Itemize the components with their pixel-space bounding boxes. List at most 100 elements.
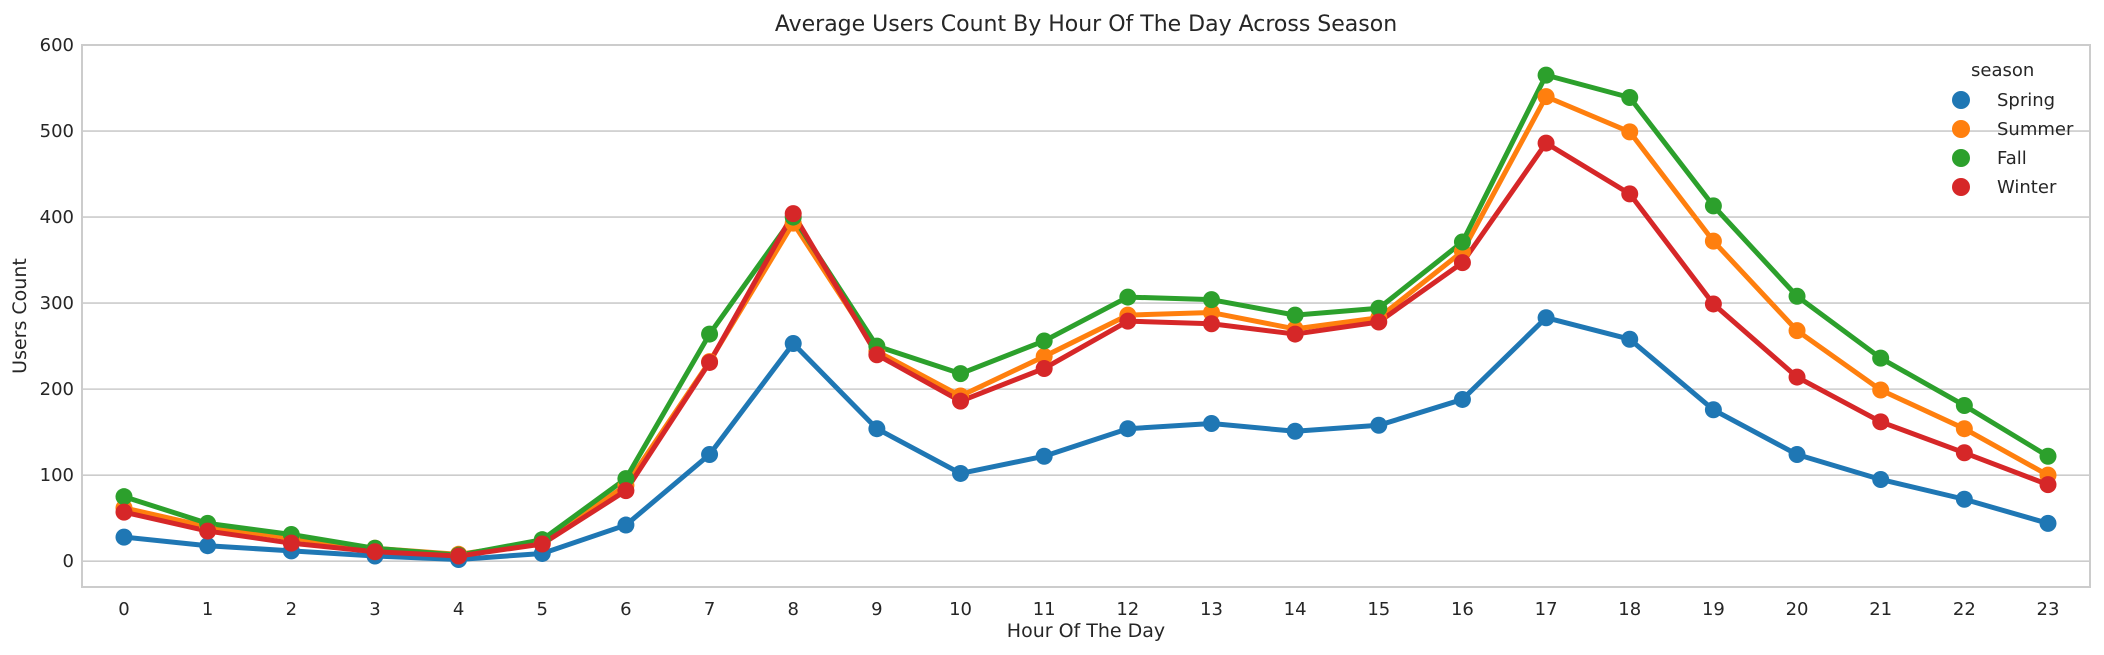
data-point-spring: [1453, 390, 1471, 408]
data-point-spring: [1119, 420, 1137, 438]
data-point-winter: [366, 543, 384, 561]
data-point-fall: [1537, 66, 1555, 84]
x-tick-label: 0: [118, 599, 129, 620]
data-point-fall: [952, 365, 970, 383]
data-point-spring: [1035, 447, 1053, 465]
data-point-winter: [533, 535, 551, 553]
data-point-winter: [115, 503, 133, 521]
x-tick-label: 12: [1116, 599, 1139, 620]
data-point-winter: [1286, 325, 1304, 343]
data-point-fall: [1788, 287, 1806, 305]
legend-label-summer: Summer: [1997, 119, 2074, 140]
data-point-winter: [199, 522, 217, 540]
x-tick-label: 6: [620, 599, 631, 620]
x-tick-label: 10: [949, 599, 972, 620]
data-point-winter: [1453, 254, 1471, 272]
x-tick-label: 2: [286, 599, 297, 620]
data-point-fall: [1370, 299, 1388, 317]
x-tick-label: 22: [1953, 599, 1976, 620]
x-tick-label: 11: [1033, 599, 1056, 620]
y-tick-label: 100: [40, 465, 74, 486]
series-lines: [123, 72, 2050, 562]
data-point-spring: [199, 537, 217, 555]
x-tick-labels: 0 1 2 3 4 5 6 7 8 9 10 11 12 13 14 15 16 17 18 19 20 21 22 23: [118, 599, 2059, 620]
data-point-spring: [115, 528, 133, 546]
x-tick-label: 9: [871, 599, 882, 620]
data-point-spring: [952, 464, 970, 482]
x-tick-label: 1: [202, 599, 213, 620]
x-tick-label: 16: [1451, 599, 1474, 620]
x-tick-label: 20: [1786, 599, 1809, 620]
data-point-winter: [1621, 185, 1639, 203]
data-point-winter: [450, 547, 468, 565]
x-tick-label: 21: [1869, 599, 1892, 620]
data-point-spring: [1286, 422, 1304, 440]
data-point-fall: [1286, 306, 1304, 324]
legend-label-fall: Fall: [1997, 148, 2027, 169]
x-tick-label: 8: [787, 599, 798, 620]
data-point-winter: [282, 534, 300, 552]
data-point-winter: [1788, 368, 1806, 386]
data-point-fall: [1035, 332, 1053, 350]
legend-marker-summer: [1952, 120, 1970, 138]
data-point-fall: [1872, 349, 1890, 367]
y-tick-label: 600: [40, 35, 74, 56]
y-tick-label: 400: [40, 207, 74, 228]
data-point-spring: [1537, 309, 1555, 327]
x-tick-label: 13: [1200, 599, 1223, 620]
data-point-spring: [1872, 470, 1890, 488]
data-point-spring: [868, 420, 886, 438]
x-tick-label: 3: [369, 599, 380, 620]
x-tick-label: 23: [2037, 599, 2060, 620]
data-point-fall: [701, 325, 719, 343]
data-point-winter: [1955, 444, 1973, 462]
legend-marker-winter: [1952, 178, 1970, 196]
legend-label-spring: Spring: [1997, 90, 2055, 111]
legend-marker-spring: [1952, 91, 1970, 109]
series-line-spring: [123, 315, 2049, 562]
data-point-spring: [701, 446, 719, 464]
y-tick-label: 200: [40, 379, 74, 400]
data-point-winter: [1035, 359, 1053, 377]
legend-marker-fall: [1952, 149, 1970, 167]
x-tick-label: 15: [1367, 599, 1390, 620]
data-point-winter: [1202, 315, 1220, 333]
data-point-winter: [1537, 134, 1555, 152]
data-point-summer: [1704, 232, 1722, 250]
data-point-fall: [617, 470, 635, 488]
data-point-summer: [1788, 322, 1806, 340]
data-point-spring: [1370, 416, 1388, 434]
data-point-fall: [2039, 447, 2057, 465]
y-tick-labels: 0 100 200 300 400 500 600: [40, 35, 74, 572]
x-tick-label: 19: [1702, 599, 1725, 620]
legend-title: season: [1971, 60, 2034, 81]
x-tick-label: 17: [1535, 599, 1558, 620]
data-point-summer: [1621, 123, 1639, 141]
data-point-fall: [1704, 197, 1722, 215]
y-tick-label: 500: [40, 121, 74, 142]
data-point-winter: [617, 482, 635, 500]
data-point-winter: [1370, 313, 1388, 331]
data-point-spring: [1955, 490, 1973, 508]
data-point-winter: [868, 346, 886, 364]
x-tick-label: 14: [1284, 599, 1307, 620]
x-axis-label: Hour Of The Day: [1007, 620, 1165, 642]
data-point-summer: [1872, 381, 1890, 399]
data-point-spring: [2039, 514, 2057, 532]
x-tick-label: 18: [1618, 599, 1641, 620]
y-tick-label: 0: [63, 551, 74, 572]
y-axis-label: Users Count: [9, 258, 31, 374]
x-tick-label: 5: [537, 599, 548, 620]
data-point-spring: [1704, 401, 1722, 419]
data-point-summer: [1955, 420, 1973, 438]
data-point-winter: [784, 205, 802, 223]
data-point-winter: [701, 353, 719, 371]
data-point-fall: [115, 488, 133, 506]
chart-title: Average Users Count By Hour Of The Day A…: [775, 12, 1397, 37]
data-point-spring: [1621, 330, 1639, 348]
data-point-fall: [1955, 396, 1973, 414]
data-point-fall: [1621, 88, 1639, 106]
plot-background: [81, 44, 2091, 588]
